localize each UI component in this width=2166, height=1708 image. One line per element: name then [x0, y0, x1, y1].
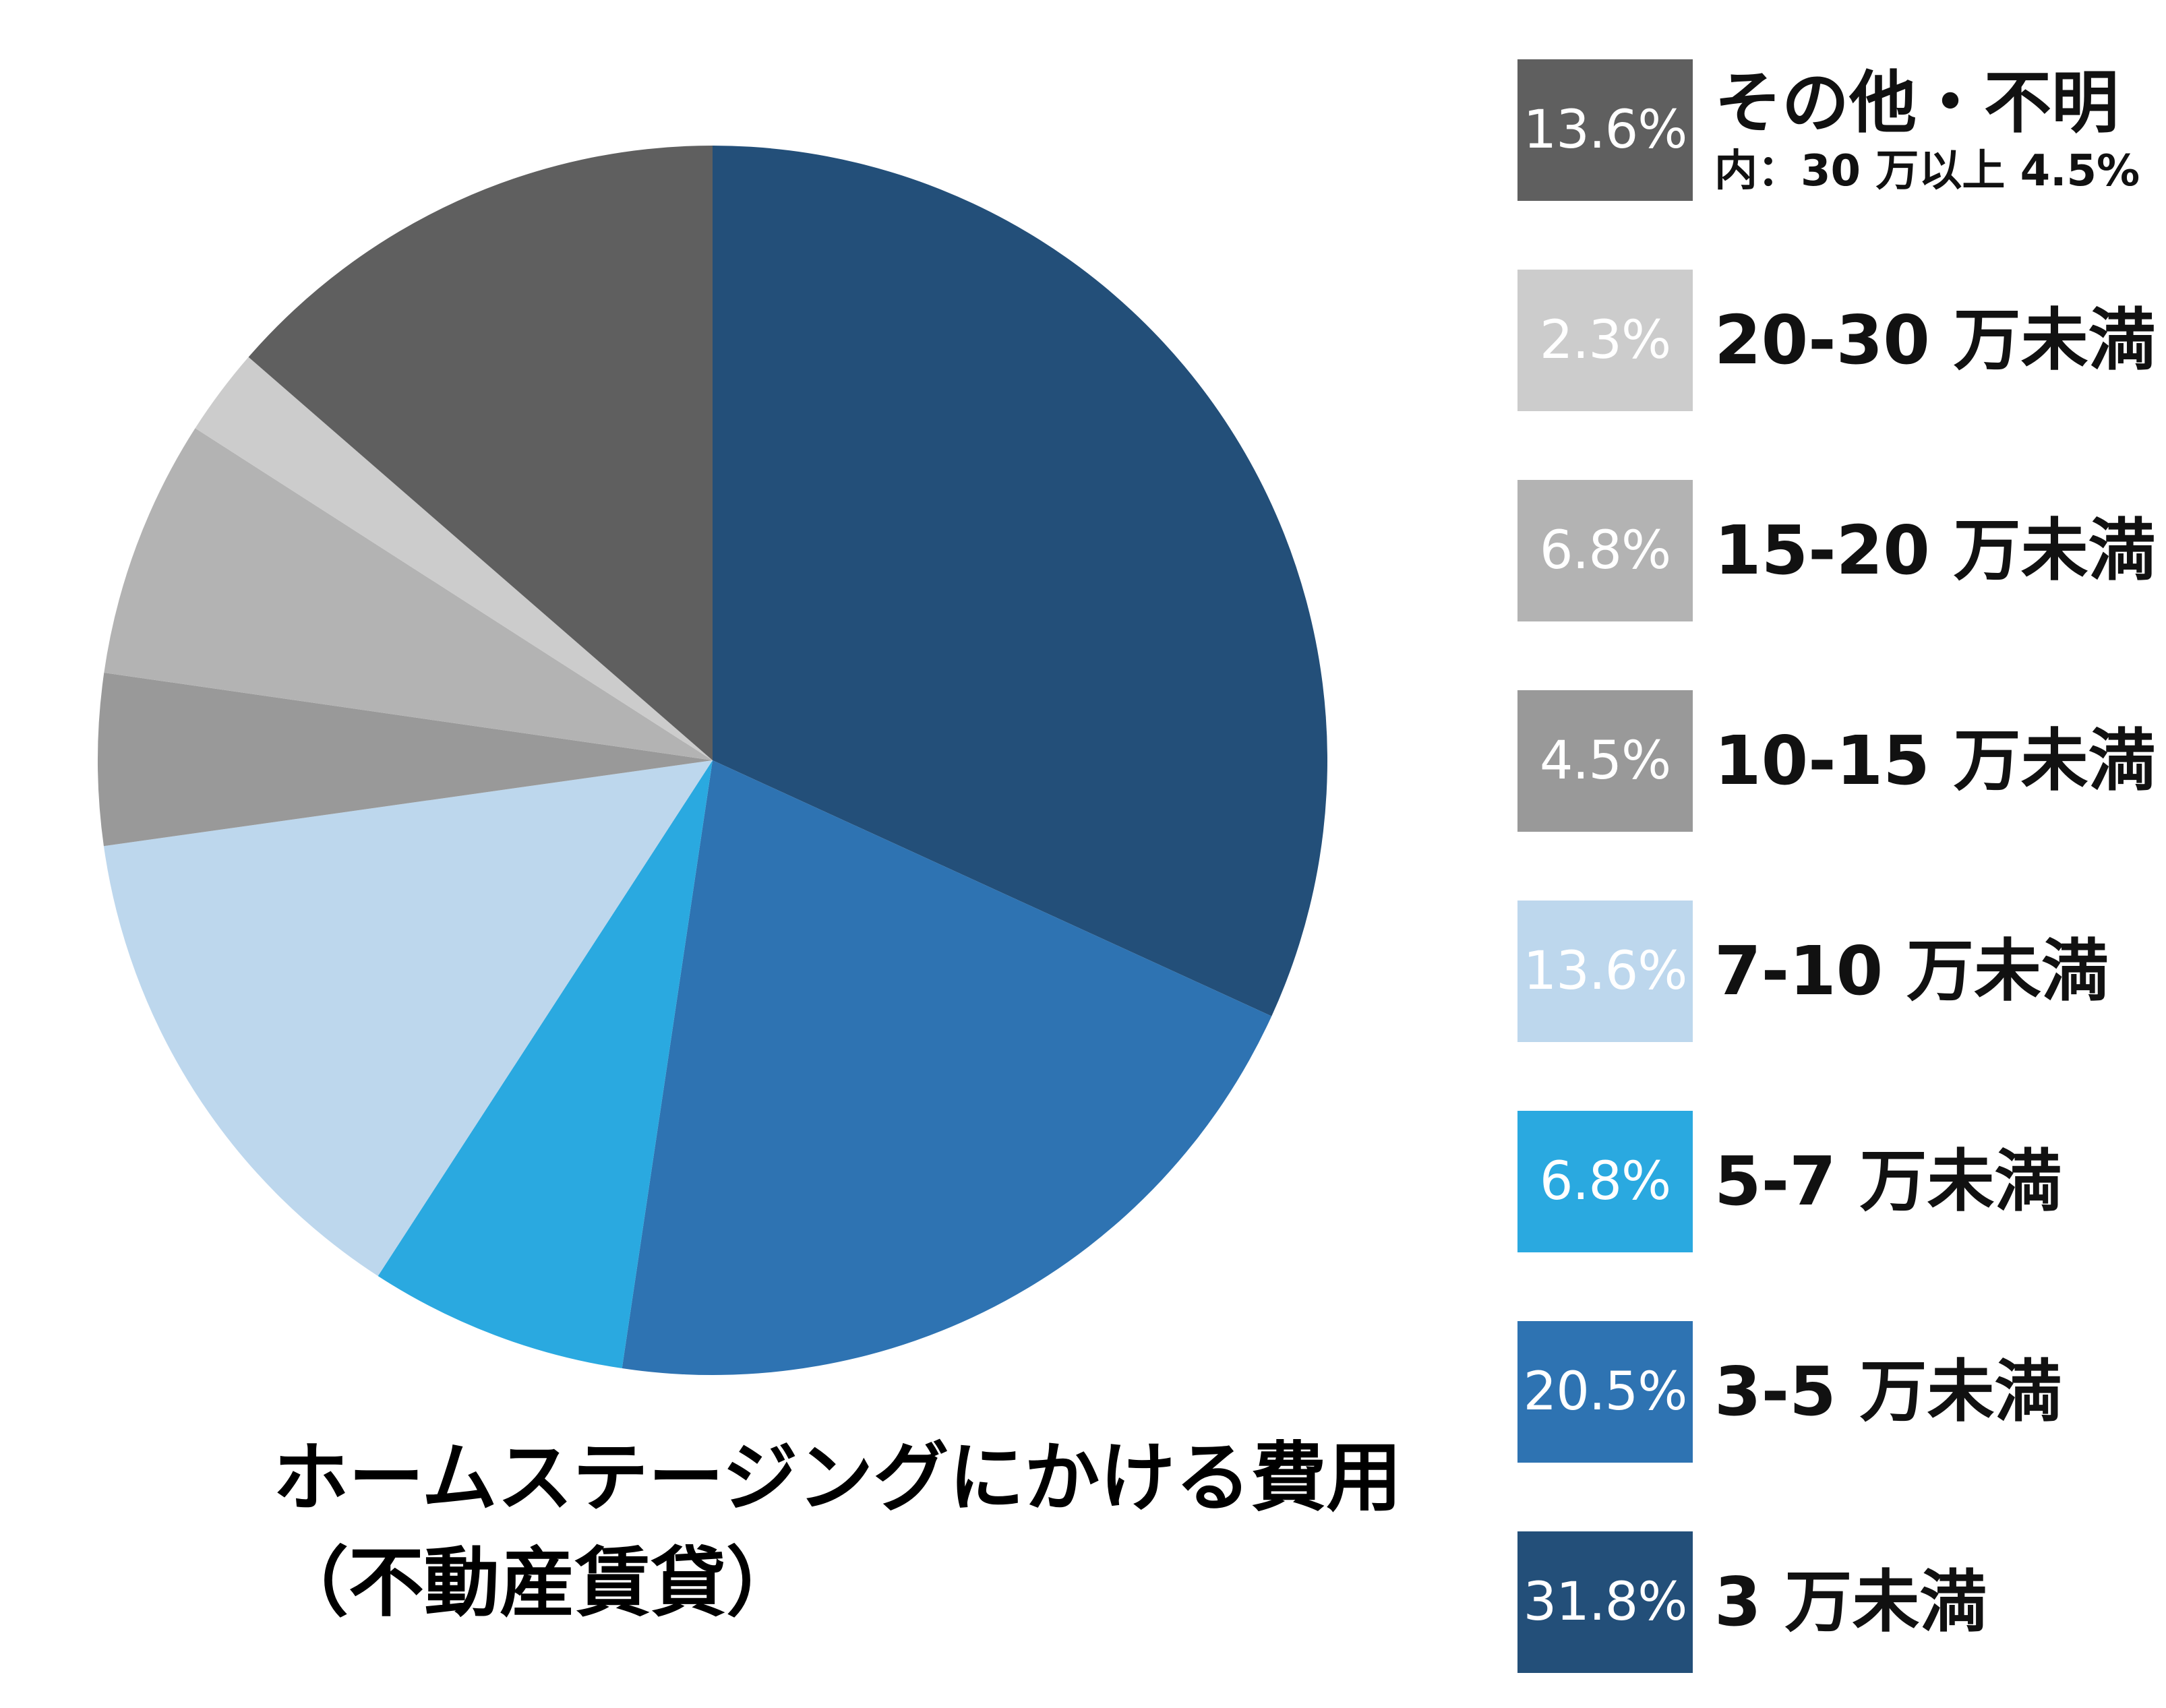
- legend-label: 10-15 万未満: [1714, 690, 2156, 832]
- legend-swatch: 6.8%: [1517, 1111, 1693, 1252]
- pie-slice-2: [622, 760, 1272, 1376]
- pie-slice-5: [98, 672, 713, 847]
- chart-subtitle: （不動産賃貸）: [273, 1539, 802, 1627]
- legend-item: 6.8% 5-7 万未満: [1517, 1111, 2165, 1252]
- pie-slice-4: [103, 760, 713, 1277]
- legend-swatch: 2.3%: [1517, 270, 1693, 411]
- legend-item: 6.8% 15-20 万未満: [1517, 480, 2165, 621]
- legend-note: 内：30 万以上 4.5%: [1714, 146, 2140, 196]
- legend-swatch: 20.5%: [1517, 1321, 1693, 1463]
- legend-label-text: 3 万未満: [1714, 1562, 1987, 1641]
- pie-slice-7: [195, 357, 713, 760]
- pie-slice-8: [248, 145, 713, 760]
- legend-label: 7-10 万未満: [1714, 901, 2109, 1042]
- chart-title: ホームステージングにかける費用: [273, 1434, 1402, 1522]
- legend-swatch: 13.6%: [1517, 59, 1693, 201]
- chart-caption: ホームステージングにかける費用 （不動産賃貸）: [273, 1426, 1402, 1636]
- legend-item: 13.6% 7-10 万未満: [1517, 901, 2165, 1042]
- legend-label: 3-5 万未満: [1714, 1321, 2062, 1463]
- legend-item: 20.5% 3-5 万未満: [1517, 1321, 2165, 1463]
- legend-label-text: 7-10 万未満: [1714, 932, 2109, 1010]
- legend-swatch: 31.8%: [1517, 1531, 1693, 1673]
- legend-label-text: 10-15 万未満: [1714, 721, 2156, 800]
- legend-label-text: 20-30 万未満: [1714, 301, 2156, 379]
- pie-slice-3: [378, 760, 713, 1369]
- legend-swatch: 6.8%: [1517, 480, 1693, 621]
- legend-item: 2.3% 20-30 万未満: [1517, 270, 2165, 411]
- pie-slice-1: [713, 146, 1328, 1016]
- legend-swatch: 13.6%: [1517, 901, 1693, 1042]
- legend-item: 13.6% その他・不明 内：30 万以上 4.5%: [1517, 59, 2165, 201]
- pie-slice-6: [104, 428, 713, 760]
- legend-label: 5-7 万未満: [1714, 1111, 2062, 1252]
- legend-label: 20-30 万未満: [1714, 270, 2156, 411]
- legend-label-text: 3-5 万未満: [1714, 1352, 2062, 1431]
- legend-label: 3 万未満: [1714, 1531, 1987, 1673]
- legend-swatch: 4.5%: [1517, 690, 1693, 832]
- legend-item: 4.5% 10-15 万未満: [1517, 690, 2165, 832]
- legend-label-text: 5-7 万未満: [1714, 1142, 2062, 1221]
- legend-label: その他・不明 内：30 万以上 4.5%: [1714, 59, 2140, 201]
- legend-label: 15-20 万未満: [1714, 480, 2156, 621]
- legend-label-text: 15-20 万未満: [1714, 511, 2156, 590]
- legend-item: 31.8% 3 万未満: [1517, 1531, 2165, 1673]
- legend-label-text: その他・不明: [1714, 63, 2119, 142]
